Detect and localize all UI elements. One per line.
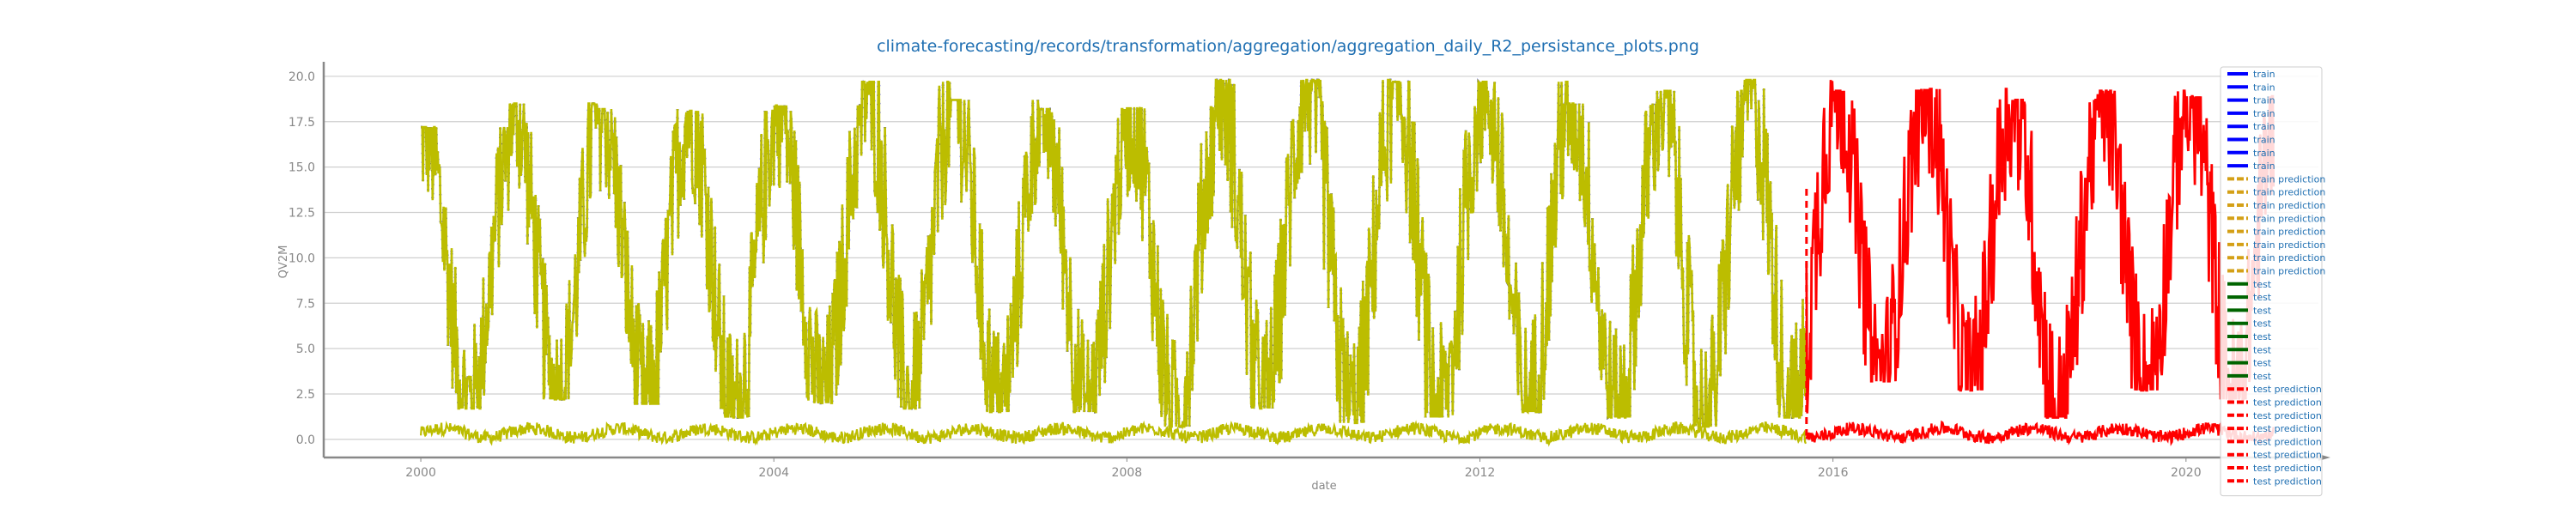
series-train-prediction-low-line (420, 420, 1807, 447)
legend-label: train (2253, 82, 2275, 93)
legend-label: train prediction (2253, 227, 2325, 238)
y-tick-label: 0.0 (296, 433, 315, 447)
legend-label: train (2253, 161, 2275, 172)
legend-box (2220, 66, 2323, 497)
series-train-prediction-line (421, 78, 1807, 430)
legend-label: test (2253, 305, 2272, 316)
x-tick-label: 2016 (1818, 466, 1849, 480)
legend-label: train (2253, 69, 2275, 80)
x-axis-label: date (1311, 480, 1336, 493)
x-tick-label: 2004 (758, 466, 789, 480)
legend-label: train prediction (2253, 187, 2325, 198)
legend-label: test (2253, 371, 2272, 382)
legend-label: test prediction (2253, 384, 2322, 395)
series-test-prediction-line (1805, 80, 2275, 419)
legend-label: test prediction (2253, 436, 2322, 447)
y-tick-label: 15.0 (289, 161, 315, 175)
legend-label: train prediction (2253, 173, 2325, 185)
legend: traintraintraintraintraintraintraintrain… (2220, 66, 2325, 497)
legend-label: test (2253, 279, 2272, 290)
tick-labels: 0.0 2.5 5.0 7.5 10.0 12.5 15.0 17.5 20.0 2000 2004… (289, 70, 2202, 480)
legend-label: train (2253, 121, 2275, 132)
legend-label: test prediction (2253, 397, 2322, 409)
legend-label: test prediction (2253, 476, 2322, 487)
legend-label: test prediction (2253, 410, 2322, 421)
legend-label: train prediction (2253, 239, 2325, 251)
y-axis-label: QV2M (277, 245, 290, 279)
legend-label: train prediction (2253, 200, 2325, 211)
legend-label: train (2253, 148, 2275, 159)
x-tick-label: 2000 (405, 466, 436, 480)
chart-title: climate-forecasting/records/transformati… (877, 37, 1699, 56)
legend-label: test prediction (2253, 463, 2322, 474)
y-tick-label: 5.0 (296, 342, 315, 356)
legend-label: test (2253, 344, 2272, 355)
y-tick-label: 12.5 (289, 207, 315, 221)
legend-label: test (2253, 331, 2272, 342)
y-tick-label: 2.5 (296, 388, 315, 402)
y-tick-label: 10.0 (289, 251, 315, 265)
x-tick-label: 2008 (1112, 466, 1143, 480)
series-test-prediction-low-line (1805, 420, 2275, 446)
legend-label: train prediction (2253, 266, 2325, 277)
x-tick-label: 2020 (2171, 466, 2202, 480)
y-tick-label: 7.5 (296, 297, 315, 311)
legend-label: train (2253, 108, 2275, 119)
legend-label: test prediction (2253, 450, 2322, 461)
legend-label: train (2253, 135, 2275, 146)
plot-area (420, 78, 2275, 447)
legend-label: train (2253, 95, 2275, 106)
legend-label: test (2253, 318, 2272, 330)
y-tick-label: 20.0 (289, 70, 315, 84)
legend-label: test (2253, 292, 2272, 303)
y-tick-label: 17.5 (289, 116, 315, 130)
legend-label: train prediction (2253, 213, 2325, 224)
legend-label: test prediction (2253, 423, 2322, 434)
legend-label: test (2253, 358, 2272, 369)
x-tick-label: 2012 (1465, 466, 1496, 480)
legend-label: train prediction (2253, 252, 2325, 264)
